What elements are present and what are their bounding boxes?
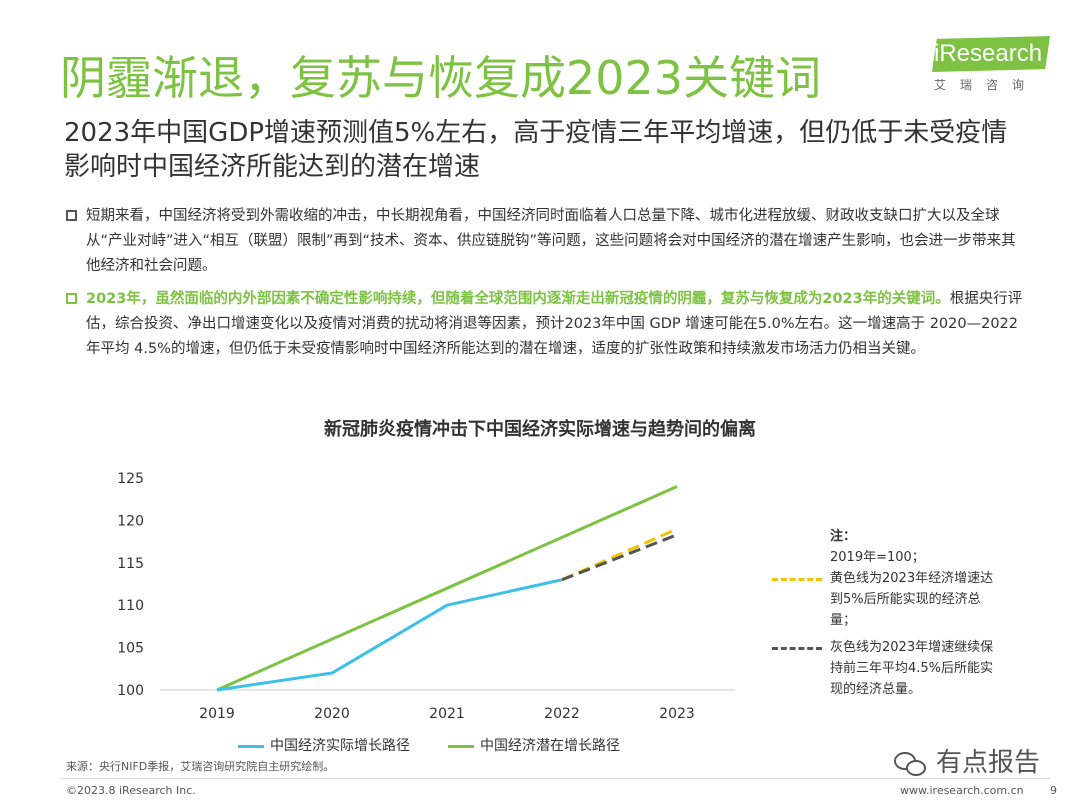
series-line-0 [216,578,563,692]
note-heading: 注： [830,529,857,544]
legend-label-potential: 中国经济潜在增长路径 [480,738,620,754]
gray-dash-legend-icon [772,647,822,650]
yellow-dash-legend-icon [772,578,822,581]
page-number: 9 [1050,784,1057,797]
y-tick-label: 105 [117,641,144,657]
note-gray: 灰色线为2023年增速继续保持前三年平均4.5%后所能实现的经济总量。 [772,637,1000,700]
paragraph-2: 2023年，虽然面临的内外部因素不确定性影响持续，但随着全球范围内逐渐走出新冠疫… [66,287,1026,362]
logo-badge [932,36,1050,72]
logo-subtext: 艾瑞咨询 [934,78,1039,92]
note-base-year: 2019年=100； [830,550,925,565]
paragraph-2-text: 根据央行评估，综合投资、净出口增速变化以及疫情对消费的扰动将消退等因素，预计20… [86,291,1023,357]
note-gray-text: 灰色线为2023年增速继续保持前三年平均4.5%后所能实现的经济总量。 [830,640,994,697]
legend-item-potential: 中国经济潜在增长路径 [448,735,620,755]
wechat-icon [894,750,928,778]
logo-text: iResearch [934,40,1043,67]
series-line-1 [216,485,678,692]
paragraph-2-highlight: 2023年，虽然面临的内外部因素不确定性影响持续，但随着全球范围内逐渐走出新冠疫… [86,291,950,307]
y-tick-label: 110 [117,598,144,614]
legend-item-actual: 中国经济实际增长路径 [238,735,410,755]
paragraph-1-text: 短期来看，中国经济将受到外需收缩的冲击，中长期视角看，中国经济同时面临着人口总量… [86,208,1016,274]
legend-swatch-blue [238,744,264,748]
y-tick-label: 120 [117,513,144,529]
x-tick-label: 2020 [314,706,350,722]
chart-title: 新冠肺炎疫情冲击下中国经济实际增速与趋势间的偏离 [324,419,756,440]
page-subtitle: 2023年中国GDP增速预测值5%左右，高于疫情三年平均增速，但仍低于未受疫情影… [64,118,1008,182]
legend-label-actual: 中国经济实际增长路径 [270,738,410,754]
x-tick-label: 2019 [199,706,235,722]
watermark: 有点报告 [894,742,1040,779]
legend-swatch-green [448,744,474,748]
copyright: ©2023.8 iResearch Inc. [66,784,196,797]
watermark-text: 有点报告 [936,748,1041,778]
y-tick-label: 125 [117,471,144,487]
site-url: www.iresearch.com.cn [900,784,1024,797]
x-tick-label: 2023 [659,706,695,722]
note-yellow-text: 黄色线为2023年经济增速达到5%后所能实现的经济总量； [830,571,994,628]
iresearch-logo: iResearch 艾瑞咨询 [924,36,1054,96]
x-tick-label: 2022 [544,706,580,722]
chart-note: 注： 2019年=100； 黄色线为2023年经济增速达到5%后所能实现的经济总… [772,526,1000,700]
series-line-3 [561,533,678,582]
paragraph-1: 短期来看，中国经济将受到外需收缩的冲击，中长期视角看，中国经济同时面临着人口总量… [66,204,1026,279]
y-tick-label: 100 [117,683,144,699]
page-title: 阴霾渐退，复苏与恢复成2023关键词 [60,51,822,105]
x-tick-label: 2021 [429,706,465,722]
y-tick-label: 115 [117,556,144,572]
note-yellow: 黄色线为2023年经济增速达到5%后所能实现的经济总量； [772,568,1000,631]
footer-divider [60,778,1050,779]
source-note: 来源：央行NIFD季报，艾瑞咨询研究院自主研究绘制。 [66,760,335,773]
square-bullet-icon [66,293,77,304]
square-bullet-icon [66,210,77,221]
